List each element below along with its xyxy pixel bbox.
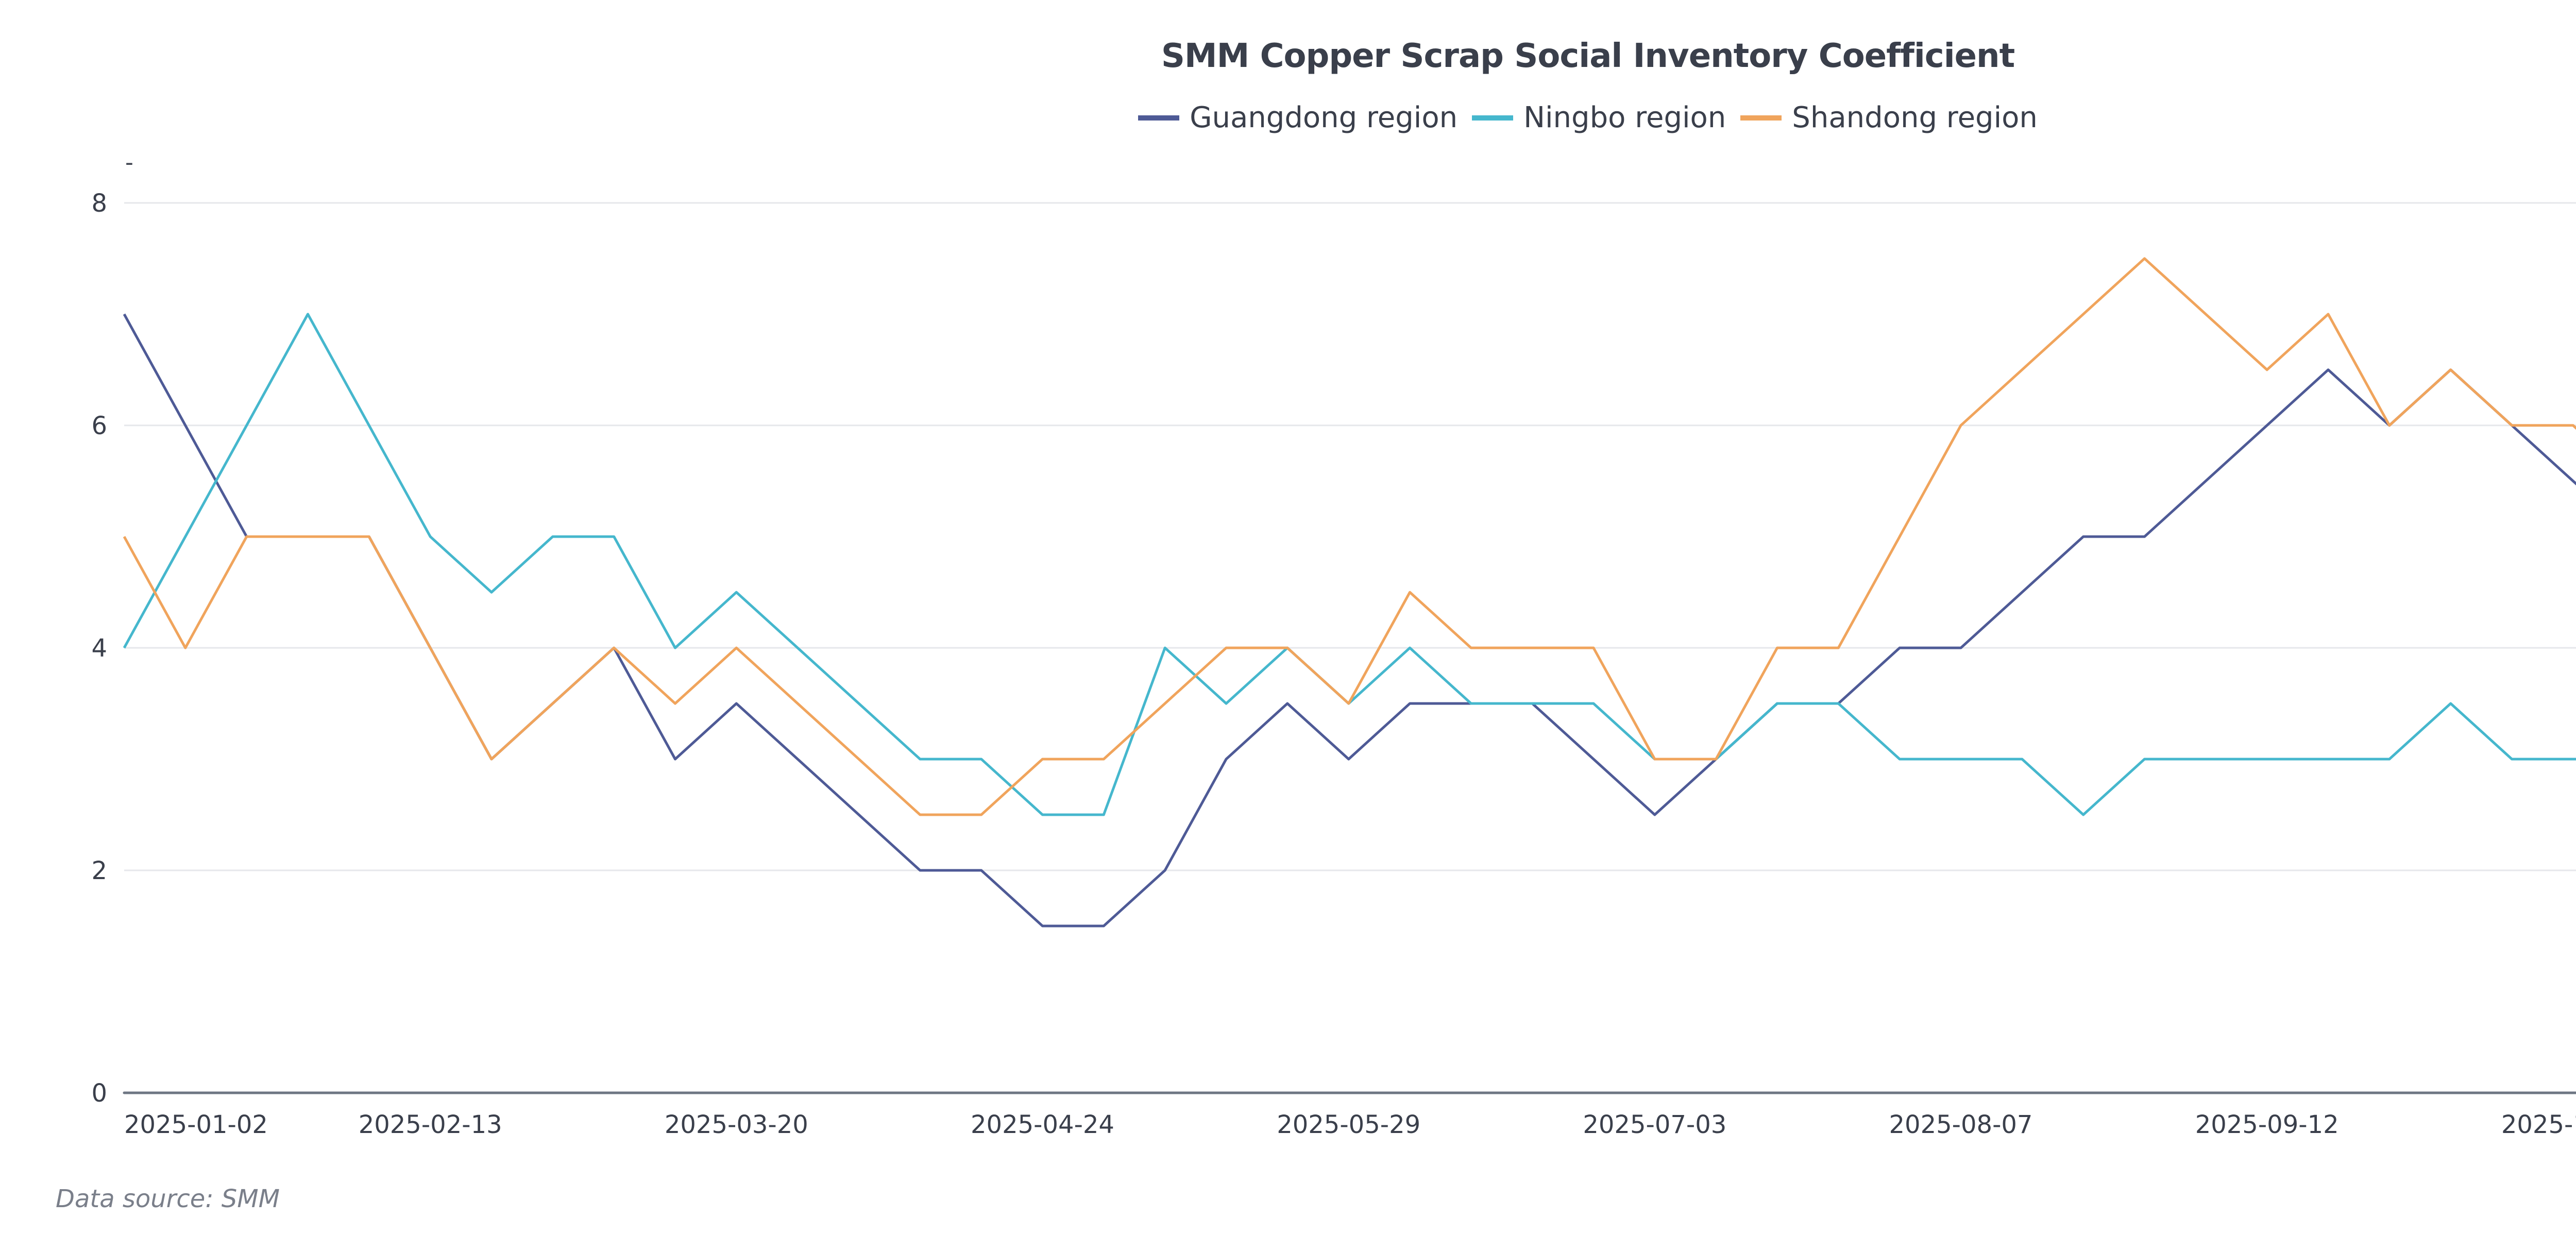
- legend-swatch-guangdong: [1138, 115, 1180, 121]
- y-tick-label: 2: [91, 856, 107, 885]
- series-lines: [123, 257, 2576, 928]
- chart-title: SMM Copper Scrap Social Inventory Coeffi…: [1161, 37, 2015, 75]
- legend-item-guangdong[interactable]: Guangdong region: [1138, 101, 1458, 134]
- x-tick-label: 2025-05-29: [1277, 1110, 1420, 1139]
- x-tick-label: 2025-09-12: [2195, 1110, 2339, 1139]
- series-guangdong-region: [123, 313, 2576, 928]
- legend-label-shandong: Shandong region: [1792, 101, 2038, 134]
- y-tick-label: 0: [91, 1079, 107, 1108]
- x-tick-label: 2025-04-24: [971, 1110, 1114, 1139]
- y-axis-unit-label: -: [125, 149, 133, 176]
- legend-item-shandong[interactable]: Shandong region: [1740, 101, 2038, 134]
- series-ningbo-region: [123, 313, 2576, 816]
- legend: Guangdong region Ningbo region Shandong …: [0, 101, 2576, 134]
- series-line[interactable]: [123, 313, 2576, 816]
- legend-swatch-ningbo: [1472, 115, 1514, 121]
- legend-label-ningbo: Ningbo region: [1523, 101, 1726, 134]
- x-tick-label: 2025-10-23: [2501, 1110, 2576, 1139]
- x-tick-label: 2025-07-03: [1583, 1110, 1726, 1139]
- x-axis-ticks: 2025-01-02 2025-02-13 2025-03-20 2025-04-24…: [124, 1110, 2576, 1139]
- y-tick-label: 8: [91, 189, 107, 218]
- legend-label-guangdong: Guangdong region: [1190, 101, 1458, 134]
- x-tick-label: 2025-02-13: [359, 1110, 502, 1139]
- data-source-note: Data source: SMM: [56, 1184, 280, 1213]
- x-tick-label: 2025-01-02: [124, 1110, 268, 1139]
- x-tick-label: 2025-08-07: [1889, 1110, 2033, 1139]
- legend-item-ningbo[interactable]: Ningbo region: [1472, 101, 1726, 134]
- gridlines: [124, 202, 2576, 871]
- series-line[interactable]: [123, 257, 2576, 816]
- y-axis-ticks: 0 2 4 6 8: [91, 189, 107, 1108]
- legend-swatch-shandong: [1740, 115, 1782, 121]
- series-line[interactable]: [123, 313, 2576, 928]
- x-tick-label: 2025-03-20: [665, 1110, 808, 1139]
- series-shandong-region: [123, 257, 2576, 816]
- y-tick-label: 6: [91, 411, 107, 440]
- y-tick-label: 4: [91, 634, 107, 663]
